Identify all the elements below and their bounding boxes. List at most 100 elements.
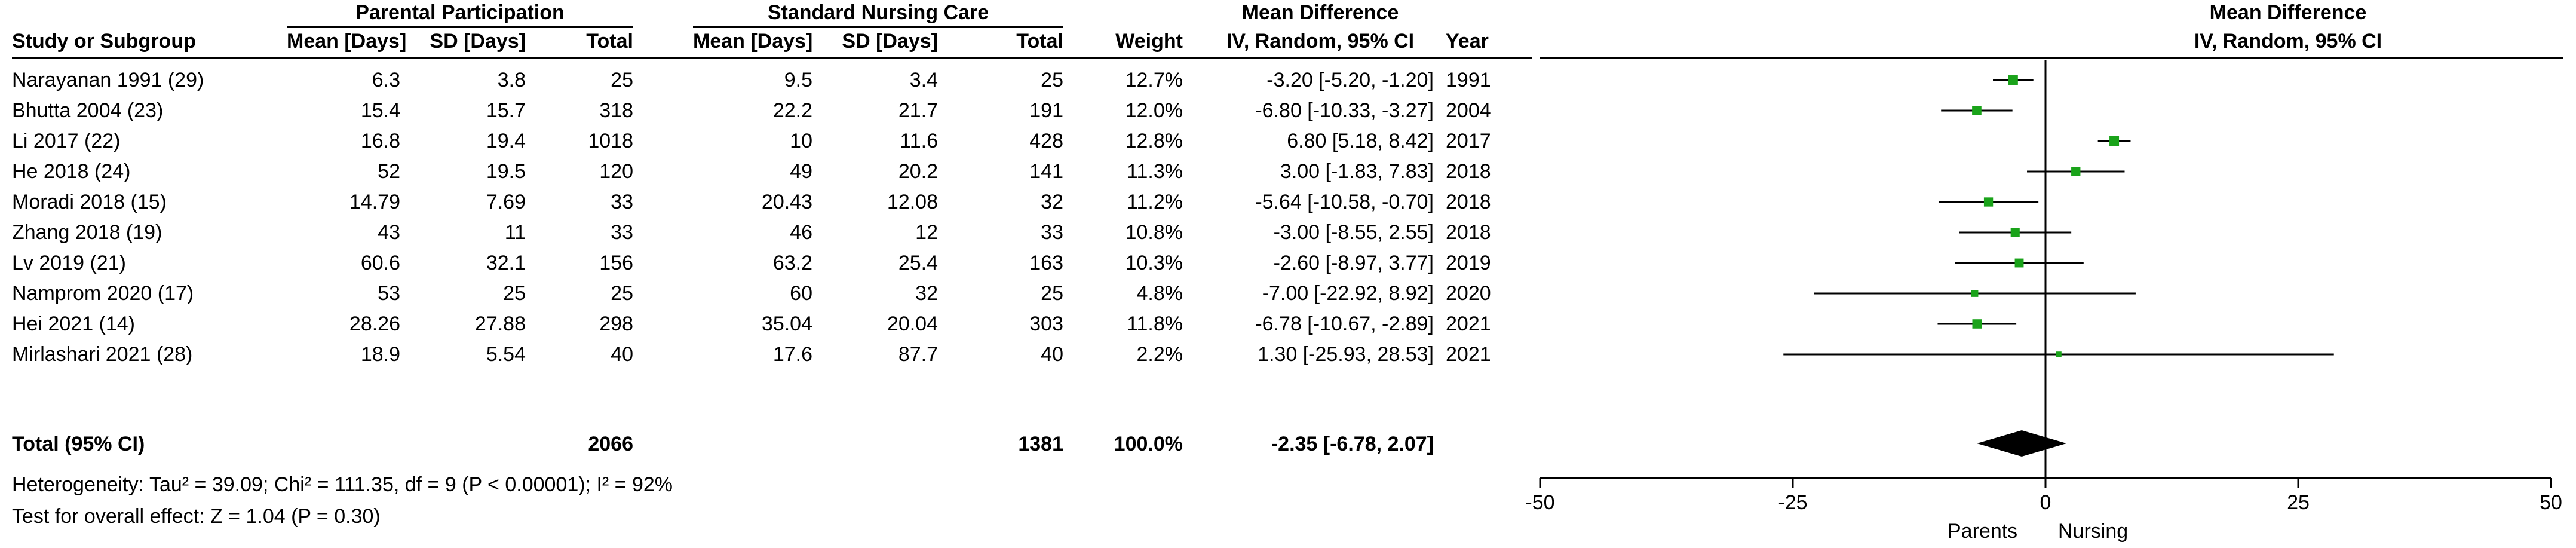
sd2-cell: 21.7 [898, 99, 938, 122]
study-name: Bhutta 2004 (23) [12, 99, 164, 122]
group1-header: Parental Participation [355, 1, 565, 24]
group1-underline [287, 26, 633, 28]
md-ci-cell: -5.64 [-10.58, -0.70] [1255, 191, 1434, 213]
total1-cell: 33 [611, 191, 633, 213]
mean1-cell: 53 [378, 282, 400, 305]
pooled-diamond [1977, 430, 2067, 457]
year-cell: 2021 [1446, 313, 1491, 335]
md-ci-cell: -2.60 [-8.97, 3.77] [1273, 252, 1434, 274]
sd2-cell: 20.04 [887, 313, 938, 335]
axis-left-label: Parents [1948, 520, 2018, 543]
plot-header-rule [1540, 57, 2563, 59]
total-row-label: Total (95% CI) [12, 433, 145, 455]
year-cell: 2018 [1446, 221, 1491, 244]
effect-marker [2056, 351, 2062, 357]
effect-marker [1971, 290, 1979, 297]
mean1-column-header: Mean [Days] [287, 30, 407, 53]
total-row-total1: 2066 [588, 433, 633, 455]
effect-marker [1983, 197, 1994, 207]
total1-cell: 120 [599, 160, 633, 183]
total1-cell: 318 [599, 99, 633, 122]
md-ci-cell: -3.00 [-8.55, 2.55] [1273, 221, 1434, 244]
study-name: Li 2017 (22) [12, 130, 121, 152]
mean1-cell: 52 [378, 160, 400, 183]
total2-cell: 141 [1029, 160, 1063, 183]
mean2-cell: 9.5 [784, 69, 812, 91]
total1-cell: 1018 [588, 130, 633, 152]
mean2-cell: 35.04 [761, 313, 812, 335]
weight-cell: 10.3% [1125, 252, 1183, 274]
mean2-column-header: Mean [Days] [693, 30, 813, 53]
sd1-cell: 5.54 [486, 343, 526, 366]
mean2-cell: 46 [790, 221, 812, 244]
mean2-cell: 49 [790, 160, 812, 183]
sd1-cell: 27.88 [474, 313, 526, 335]
md-ci-cell: -7.00 [-22.92, 8.92] [1262, 282, 1434, 305]
weight-cell: 10.8% [1125, 221, 1183, 244]
study-column-header: Study or Subgroup [12, 30, 196, 53]
sd2-cell: 3.4 [909, 69, 938, 91]
sd1-cell: 7.69 [486, 191, 526, 213]
weight-cell: 11.3% [1127, 160, 1183, 183]
x-tick-label: 25 [2287, 491, 2310, 514]
mean1-cell: 6.3 [372, 69, 400, 91]
x-tick-label: -25 [1778, 491, 1807, 514]
total2-cell: 163 [1029, 252, 1063, 274]
sd2-cell: 20.2 [898, 160, 938, 183]
mean2-cell: 20.43 [761, 191, 812, 213]
md-column-header: IV, Random, 95% CI [1226, 30, 1415, 53]
total-row-ci: -2.35 [-6.78, 2.07] [1271, 433, 1434, 455]
sd1-cell: 19.4 [486, 130, 526, 152]
x-tick-label: -50 [1525, 491, 1554, 514]
table-header-rule [12, 57, 1532, 59]
mean1-cell: 28.26 [349, 313, 400, 335]
sd1-cell: 3.8 [497, 69, 526, 91]
study-name: He 2018 (24) [12, 160, 131, 183]
weight-cell: 12.8% [1125, 130, 1183, 152]
mean2-cell: 22.2 [772, 99, 812, 122]
md-ci-cell: -3.20 [-5.20, -1.20] [1266, 69, 1434, 91]
year-cell: 2019 [1446, 252, 1491, 274]
study-name: Moradi 2018 (15) [12, 191, 167, 213]
effect-marker [1972, 319, 1982, 329]
total1-cell: 40 [611, 343, 633, 366]
total2-cell: 191 [1029, 99, 1063, 122]
total2-cell: 32 [1041, 191, 1063, 213]
weight-cell: 12.7% [1125, 69, 1183, 91]
sd1-cell: 11 [504, 221, 526, 244]
sd1-column-header: SD [Days] [430, 30, 526, 53]
weight-cell: 11.2% [1127, 191, 1183, 213]
sd2-cell: 32 [915, 282, 938, 305]
study-name: Lv 2019 (21) [12, 252, 126, 274]
effect-marker [2014, 258, 2024, 268]
sd2-cell: 87.7 [898, 343, 938, 366]
md-ci-cell: -6.78 [-10.67, -2.89] [1255, 313, 1434, 335]
md-ci-cell: 6.80 [5.18, 8.42] [1287, 130, 1434, 152]
mean2-cell: 63.2 [772, 252, 812, 274]
year-cell: 2018 [1446, 191, 1491, 213]
mean2-cell: 10 [790, 130, 812, 152]
year-cell: 1991 [1446, 69, 1491, 91]
mean1-cell: 14.79 [349, 191, 400, 213]
total1-cell: 156 [599, 252, 633, 274]
sd2-cell: 11.6 [900, 130, 938, 152]
effect-marker [1972, 106, 1982, 115]
mean1-cell: 18.9 [360, 343, 400, 366]
total1-cell: 25 [611, 282, 633, 305]
sd1-cell: 19.5 [486, 160, 526, 183]
total2-cell: 33 [1041, 221, 1063, 244]
year-cell: 2018 [1446, 160, 1491, 183]
x-tick-label: 50 [2540, 491, 2562, 514]
weight-cell: 11.8% [1127, 313, 1183, 335]
md-header-top: Mean Difference [1241, 1, 1399, 24]
total1-cell: 33 [611, 221, 633, 244]
total1-cell: 298 [599, 313, 633, 335]
mean2-cell: 60 [790, 282, 812, 305]
total2-column-header: Total [1016, 30, 1063, 53]
mean1-cell: 60.6 [360, 252, 400, 274]
total2-cell: 25 [1041, 69, 1063, 91]
sd1-cell: 32.1 [486, 252, 526, 274]
effect-marker [2010, 228, 2020, 237]
